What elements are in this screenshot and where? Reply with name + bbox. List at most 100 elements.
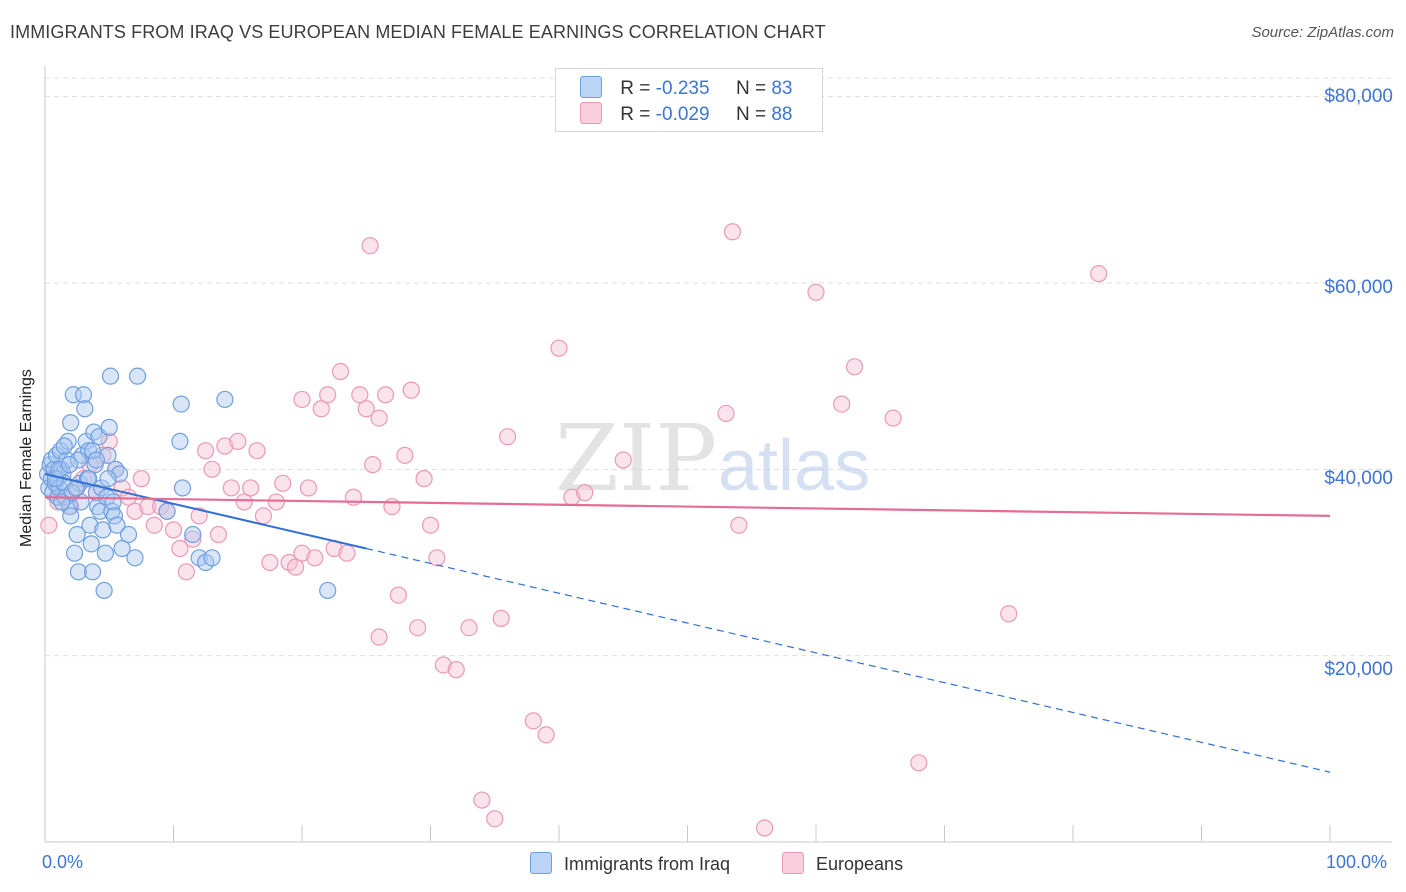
data-point-europeans	[357, 400, 375, 418]
data-point-iraq	[172, 395, 190, 413]
trend-line-iraq-extrapolated	[366, 547, 1331, 773]
data-point-iraq	[126, 549, 144, 567]
data-point-europeans	[845, 358, 864, 376]
data-point-iraq	[319, 581, 337, 600]
n-value: 88	[771, 104, 793, 125]
data-point-europeans	[370, 628, 388, 646]
data-point-iraq	[53, 493, 71, 511]
data-point-iraq	[99, 470, 117, 488]
data-point-europeans	[415, 470, 433, 488]
data-point-europeans	[492, 609, 510, 627]
data-point-europeans	[254, 507, 273, 525]
legend-row-europeans: R = -0.029 N = 88	[580, 102, 792, 126]
pink-swatch-icon	[782, 852, 804, 874]
data-point-europeans	[473, 791, 491, 809]
data-point-iraq	[171, 432, 189, 450]
data-point-iraq	[83, 442, 102, 460]
data-point-iraq	[173, 479, 192, 497]
n-label: N =	[735, 104, 767, 125]
data-point-europeans	[614, 451, 632, 469]
data-point-iraq	[60, 456, 79, 474]
data-point-europeans	[524, 712, 542, 730]
blue-swatch-icon	[580, 76, 602, 98]
data-point-europeans	[274, 474, 292, 492]
data-point-europeans	[331, 362, 350, 381]
data-point-europeans	[312, 400, 330, 418]
data-point-iraq	[83, 563, 102, 581]
data-point-europeans	[428, 549, 446, 567]
data-point-europeans	[190, 507, 208, 525]
correlation-legend: R = -0.235 N = 83 R = -0.029 N = 88	[555, 68, 823, 132]
data-point-iraq	[87, 451, 106, 469]
r-value: -0.029	[655, 104, 710, 125]
data-point-europeans	[717, 404, 735, 423]
data-point-europeans	[286, 558, 305, 576]
data-point-europeans	[235, 493, 253, 511]
legend-item-iraq: Immigrants from Iraq	[530, 852, 730, 875]
chart-title: IMMIGRANTS FROM IRAQ VS EUROPEAN MEDIAN …	[10, 22, 826, 42]
data-point-iraq	[113, 539, 131, 558]
data-point-europeans	[833, 395, 851, 413]
data-point-europeans	[100, 432, 118, 450]
data-point-europeans	[807, 283, 825, 301]
data-point-iraq	[65, 544, 84, 562]
data-point-iraq	[68, 525, 86, 544]
data-point-iraq	[62, 414, 80, 432]
data-point-europeans	[209, 525, 228, 544]
data-point-iraq	[62, 507, 80, 525]
data-point-europeans	[499, 428, 517, 446]
y-tick-label: $60,000	[1324, 277, 1393, 298]
y-tick-label: $80,000	[1324, 86, 1393, 107]
data-point-europeans	[421, 516, 440, 534]
data-point-europeans	[184, 530, 202, 548]
data-point-europeans	[216, 437, 234, 455]
r-value: -0.235	[655, 78, 710, 99]
watermark-atlas: atlas	[718, 426, 870, 506]
n-value: 83	[771, 78, 793, 99]
data-point-iraq	[108, 516, 126, 534]
data-point-iraq	[50, 479, 68, 497]
data-point-europeans	[910, 754, 928, 772]
data-point-europeans	[550, 339, 568, 357]
data-point-europeans	[1000, 605, 1018, 623]
axes	[44, 66, 1392, 843]
data-point-europeans	[299, 479, 318, 497]
data-point-europeans	[164, 521, 183, 539]
pink-swatch-icon	[580, 102, 602, 124]
data-point-iraq	[184, 525, 202, 544]
watermark: ZIP atlas	[555, 405, 870, 512]
data-point-europeans	[267, 493, 285, 511]
series-iraq-points	[38, 367, 337, 600]
data-point-europeans	[351, 386, 369, 404]
trend-line-europeans	[44, 496, 1331, 518]
series-europeans-points	[40, 223, 1108, 837]
data-point-europeans	[293, 544, 311, 562]
trend-lines	[44, 473, 1331, 773]
data-point-europeans	[434, 656, 452, 674]
data-point-europeans	[132, 470, 150, 488]
data-point-iraq	[82, 535, 100, 553]
grid-lines	[45, 77, 1392, 657]
data-point-iraq	[81, 516, 99, 534]
data-point-europeans	[145, 516, 163, 534]
data-point-europeans	[486, 810, 504, 828]
data-point-europeans	[389, 586, 407, 604]
data-point-europeans	[370, 409, 388, 427]
data-point-europeans	[376, 386, 395, 404]
data-point-iraq	[85, 423, 103, 441]
data-point-europeans	[723, 223, 742, 241]
data-point-europeans	[261, 553, 279, 572]
data-point-iraq	[76, 400, 94, 418]
data-point-iraq	[67, 479, 85, 497]
data-point-europeans	[576, 484, 594, 502]
data-point-iraq	[96, 544, 114, 562]
data-point-iraq	[55, 437, 73, 455]
y-axis-label: Median Female Earnings	[18, 369, 35, 547]
data-point-europeans	[396, 446, 414, 464]
data-point-iraq	[69, 451, 88, 469]
y-tick-label: $20,000	[1324, 659, 1393, 680]
data-point-iraq	[203, 549, 221, 567]
data-point-europeans	[383, 497, 401, 516]
legend-item-europeans: Europeans	[782, 852, 903, 875]
legend-row-iraq: R = -0.235 N = 83	[580, 76, 792, 100]
